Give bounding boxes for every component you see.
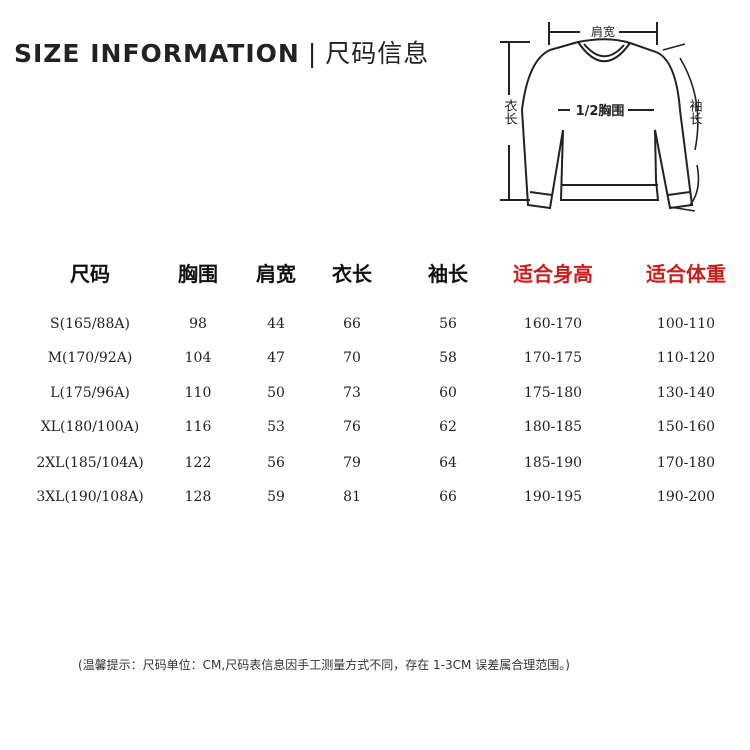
size-label: 2XL(185/104A) <box>36 455 144 471</box>
shoulder-line <box>548 22 658 45</box>
table-cell: 190-200 <box>656 489 716 505</box>
sweater-outline <box>520 38 694 210</box>
table-cell: 110 <box>184 385 212 401</box>
table-cell: 110-120 <box>656 350 716 366</box>
table-cell: 59 <box>267 489 285 505</box>
table-cell: 73 <box>343 385 361 401</box>
sleeve-line <box>662 43 700 212</box>
table-cell: 185-190 <box>523 455 583 471</box>
table-cell: 116 <box>184 419 212 435</box>
table-cell: 66 <box>343 316 361 332</box>
column-header: 尺码 <box>70 262 110 286</box>
table-cell: 100-110 <box>656 316 716 332</box>
label-shoulder: 肩宽 <box>591 24 615 39</box>
table-cell: 79 <box>343 455 361 471</box>
table-cell: 62 <box>439 419 457 435</box>
table-cell: 53 <box>267 419 285 435</box>
column-header: 适合体重 <box>646 262 726 286</box>
title-en: SIZE INFORMATION <box>14 39 300 68</box>
size-label: 3XL(190/108A) <box>36 489 144 505</box>
table-cell: 130-140 <box>656 385 716 401</box>
table-cell: 47 <box>267 350 285 366</box>
label-chest: 1/2胸围 <box>576 103 625 119</box>
table-cell: 104 <box>184 350 212 366</box>
size-label: L(175/96A) <box>50 385 130 401</box>
page-title: SIZE INFORMATION | 尺码信息 <box>14 34 429 70</box>
table-cell: 50 <box>267 385 285 401</box>
label-length: 衣长 <box>502 98 518 125</box>
table-cell: 64 <box>439 455 457 471</box>
table-cell: 160-170 <box>523 316 583 332</box>
table-cell: 81 <box>343 489 361 505</box>
size-label: M(170/92A) <box>47 350 133 366</box>
column-header: 胸围 <box>178 262 218 286</box>
table-cell: 180-185 <box>523 419 583 435</box>
table-cell: 122 <box>184 455 212 471</box>
sweater-diagram: 肩宽 1/2胸围 衣长 袖长 <box>500 22 703 212</box>
table-cell: 70 <box>343 350 361 366</box>
table-cell: 60 <box>439 385 457 401</box>
column-header: 适合身高 <box>513 262 593 286</box>
size-label: XL(180/100A) <box>40 419 140 435</box>
table-cell: 98 <box>189 316 207 332</box>
table-cell: 190-195 <box>523 489 583 505</box>
column-header: 衣长 <box>332 262 372 286</box>
size-label: S(165/88A) <box>50 316 130 332</box>
length-line <box>500 41 530 201</box>
table-cell: 44 <box>267 316 285 332</box>
table-cell: 58 <box>439 350 457 366</box>
label-sleeve: 袖长 <box>687 99 703 125</box>
table-cell: 66 <box>439 489 457 505</box>
table-cell: 76 <box>343 419 361 435</box>
title-separator: | <box>307 39 318 68</box>
table-cell: 56 <box>439 316 457 332</box>
measurement-note: (温馨提示：尺码单位：CM,尺码表信息因手工测量方式不同，存在 1-3CM 误差… <box>78 658 570 672</box>
title-cn: 尺码信息 <box>325 39 430 68</box>
table-cell: 56 <box>267 455 285 471</box>
table-cell: 128 <box>184 489 212 505</box>
column-header: 肩宽 <box>256 262 296 286</box>
table-cell: 170-180 <box>656 455 716 471</box>
table-cell: 170-175 <box>523 350 583 366</box>
column-header: 袖长 <box>428 262 468 286</box>
table-cell: 150-160 <box>656 419 716 435</box>
table-cell: 175-180 <box>523 385 583 401</box>
